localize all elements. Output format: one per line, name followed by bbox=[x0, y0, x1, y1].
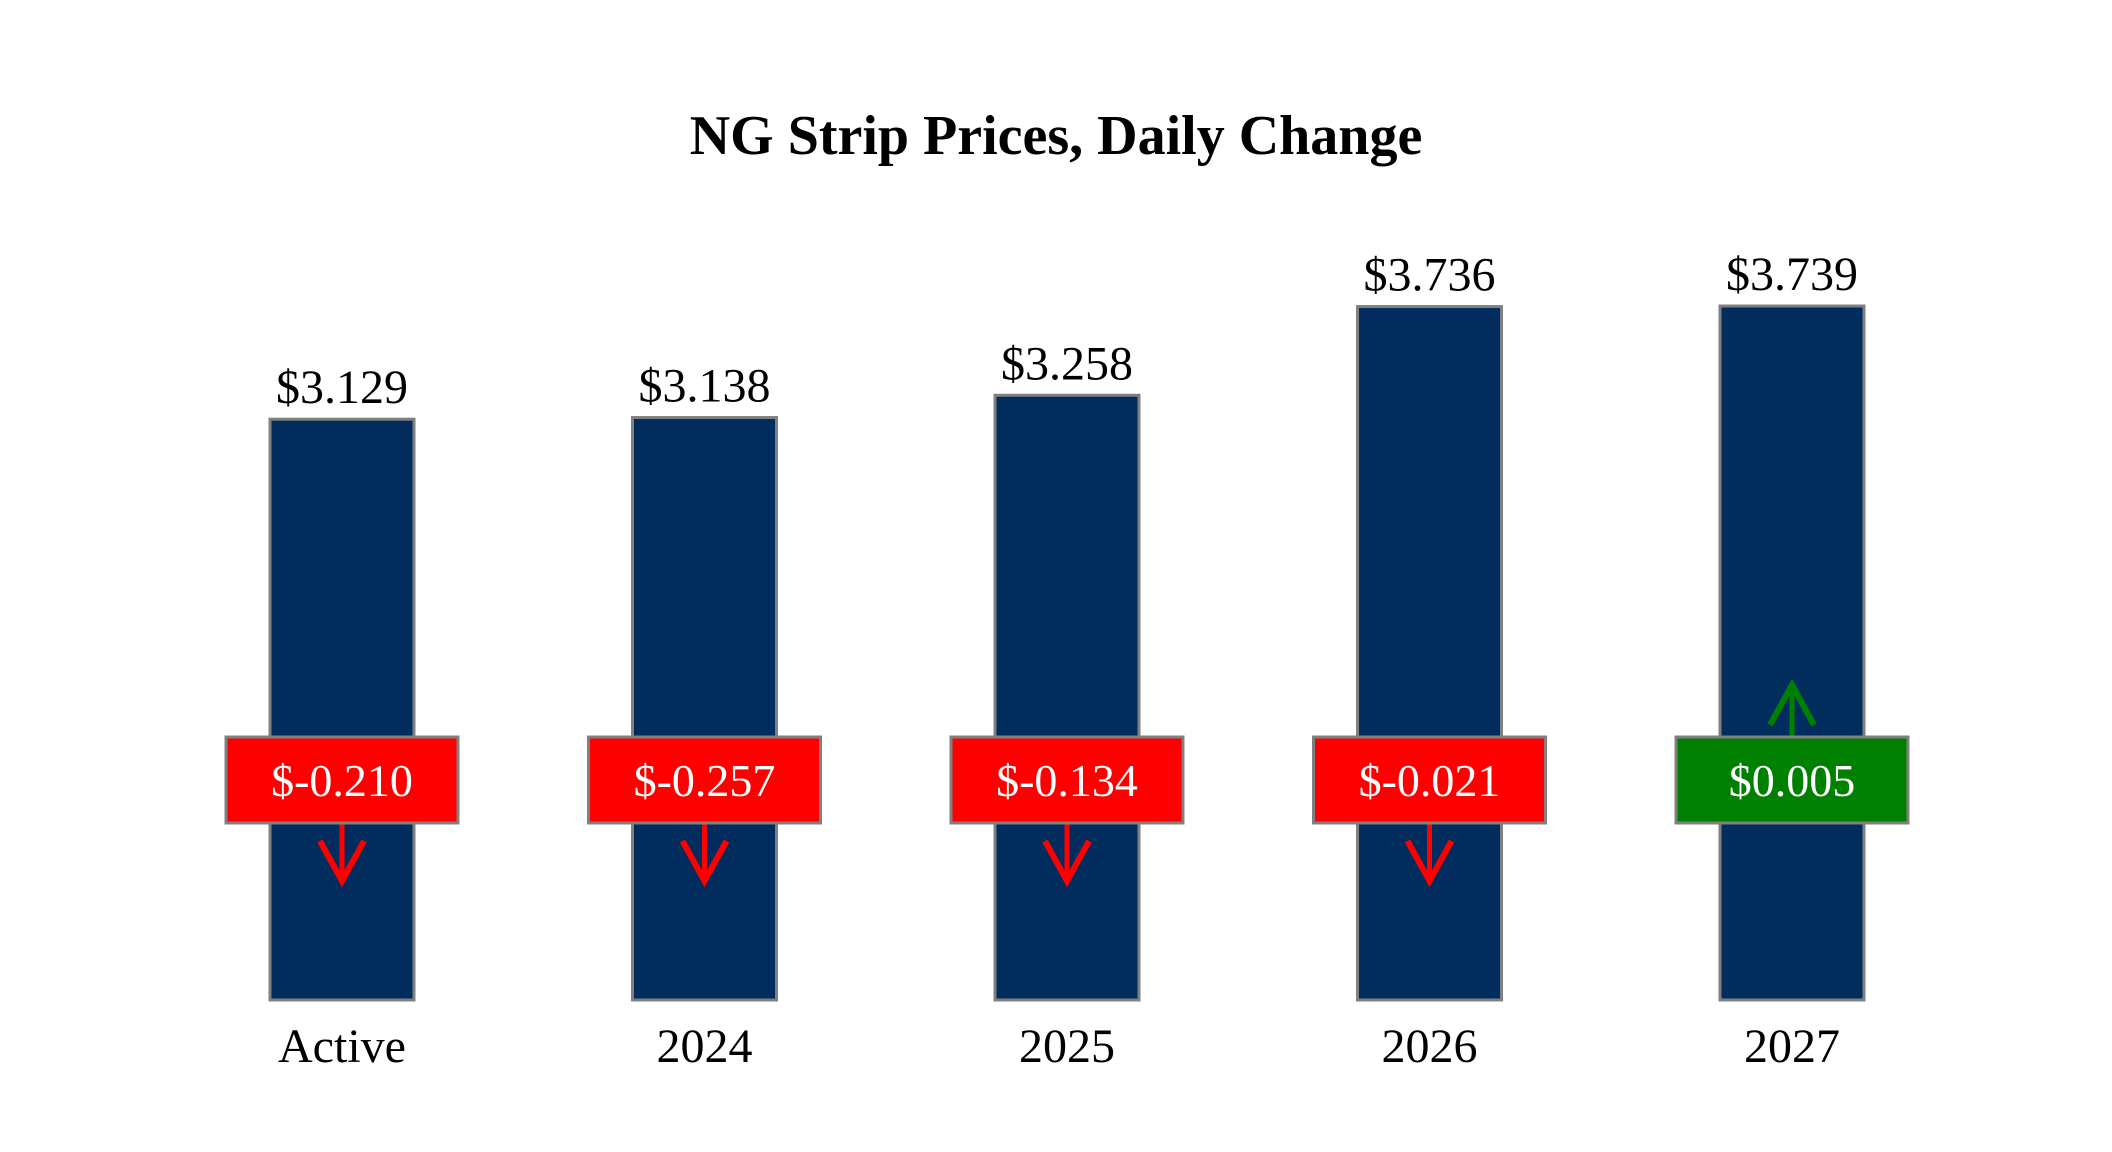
change-badge-box bbox=[1674, 735, 1910, 825]
value-label-2024: $3.138 bbox=[639, 360, 771, 413]
change-badge-box bbox=[224, 735, 460, 825]
change-label-2024: $-0.257 bbox=[634, 755, 776, 806]
change-label-2026: $-0.021 bbox=[1359, 755, 1501, 806]
arrow-down-icon bbox=[1042, 823, 1092, 888]
category-label-active: Active bbox=[278, 1020, 406, 1073]
change-badge-box bbox=[1312, 735, 1547, 825]
change-badge-box bbox=[949, 735, 1185, 825]
value-label-2026: $3.736 bbox=[1364, 249, 1496, 302]
change-badge-2027: $0.005 bbox=[1674, 678, 1910, 825]
change-badge-box bbox=[587, 735, 822, 825]
bar-active bbox=[268, 417, 416, 1002]
change-badge-2024: $-0.257 bbox=[587, 735, 822, 888]
chart-title: NG Strip Prices, Daily Change bbox=[690, 105, 1423, 167]
arrow-up-icon bbox=[1767, 678, 1817, 737]
change-badge-2025: $-0.134 bbox=[949, 735, 1185, 888]
bar-2024 bbox=[631, 416, 778, 1002]
arrow-down-icon bbox=[317, 823, 367, 888]
change-label-2025: $-0.134 bbox=[996, 755, 1138, 806]
category-label-2027: 2027 bbox=[1744, 1020, 1840, 1073]
bar-2027 bbox=[1718, 304, 1866, 1002]
bar-2026 bbox=[1356, 305, 1503, 1002]
arrow-down-icon bbox=[1404, 823, 1455, 888]
value-label-2027: $3.739 bbox=[1726, 248, 1858, 301]
change-label-active: $-0.210 bbox=[271, 755, 413, 806]
value-label-active: $3.129 bbox=[276, 361, 408, 414]
change-badges-layer: $-0.210 $-0.257 $-0.134 $-0.021 $0.005 bbox=[224, 678, 1910, 888]
arrow-down-icon bbox=[679, 823, 730, 888]
change-label-2027: $0.005 bbox=[1729, 755, 1856, 806]
change-badge-2026: $-0.021 bbox=[1312, 735, 1547, 888]
change-badge-active: $-0.210 bbox=[224, 735, 460, 888]
category-label-2026: 2026 bbox=[1382, 1020, 1478, 1073]
category-label-2025: 2025 bbox=[1019, 1020, 1115, 1073]
category-label-2024: 2024 bbox=[657, 1020, 753, 1073]
bar-2025 bbox=[993, 393, 1141, 1002]
category-labels-layer: Active 2024 2025 2026 2027 bbox=[278, 1020, 1840, 1073]
bars-layer bbox=[268, 304, 1866, 1002]
value-label-2025: $3.258 bbox=[1001, 337, 1133, 390]
value-labels-layer: $3.129 $3.138 $3.258 $3.736 $3.739 bbox=[276, 248, 1858, 414]
